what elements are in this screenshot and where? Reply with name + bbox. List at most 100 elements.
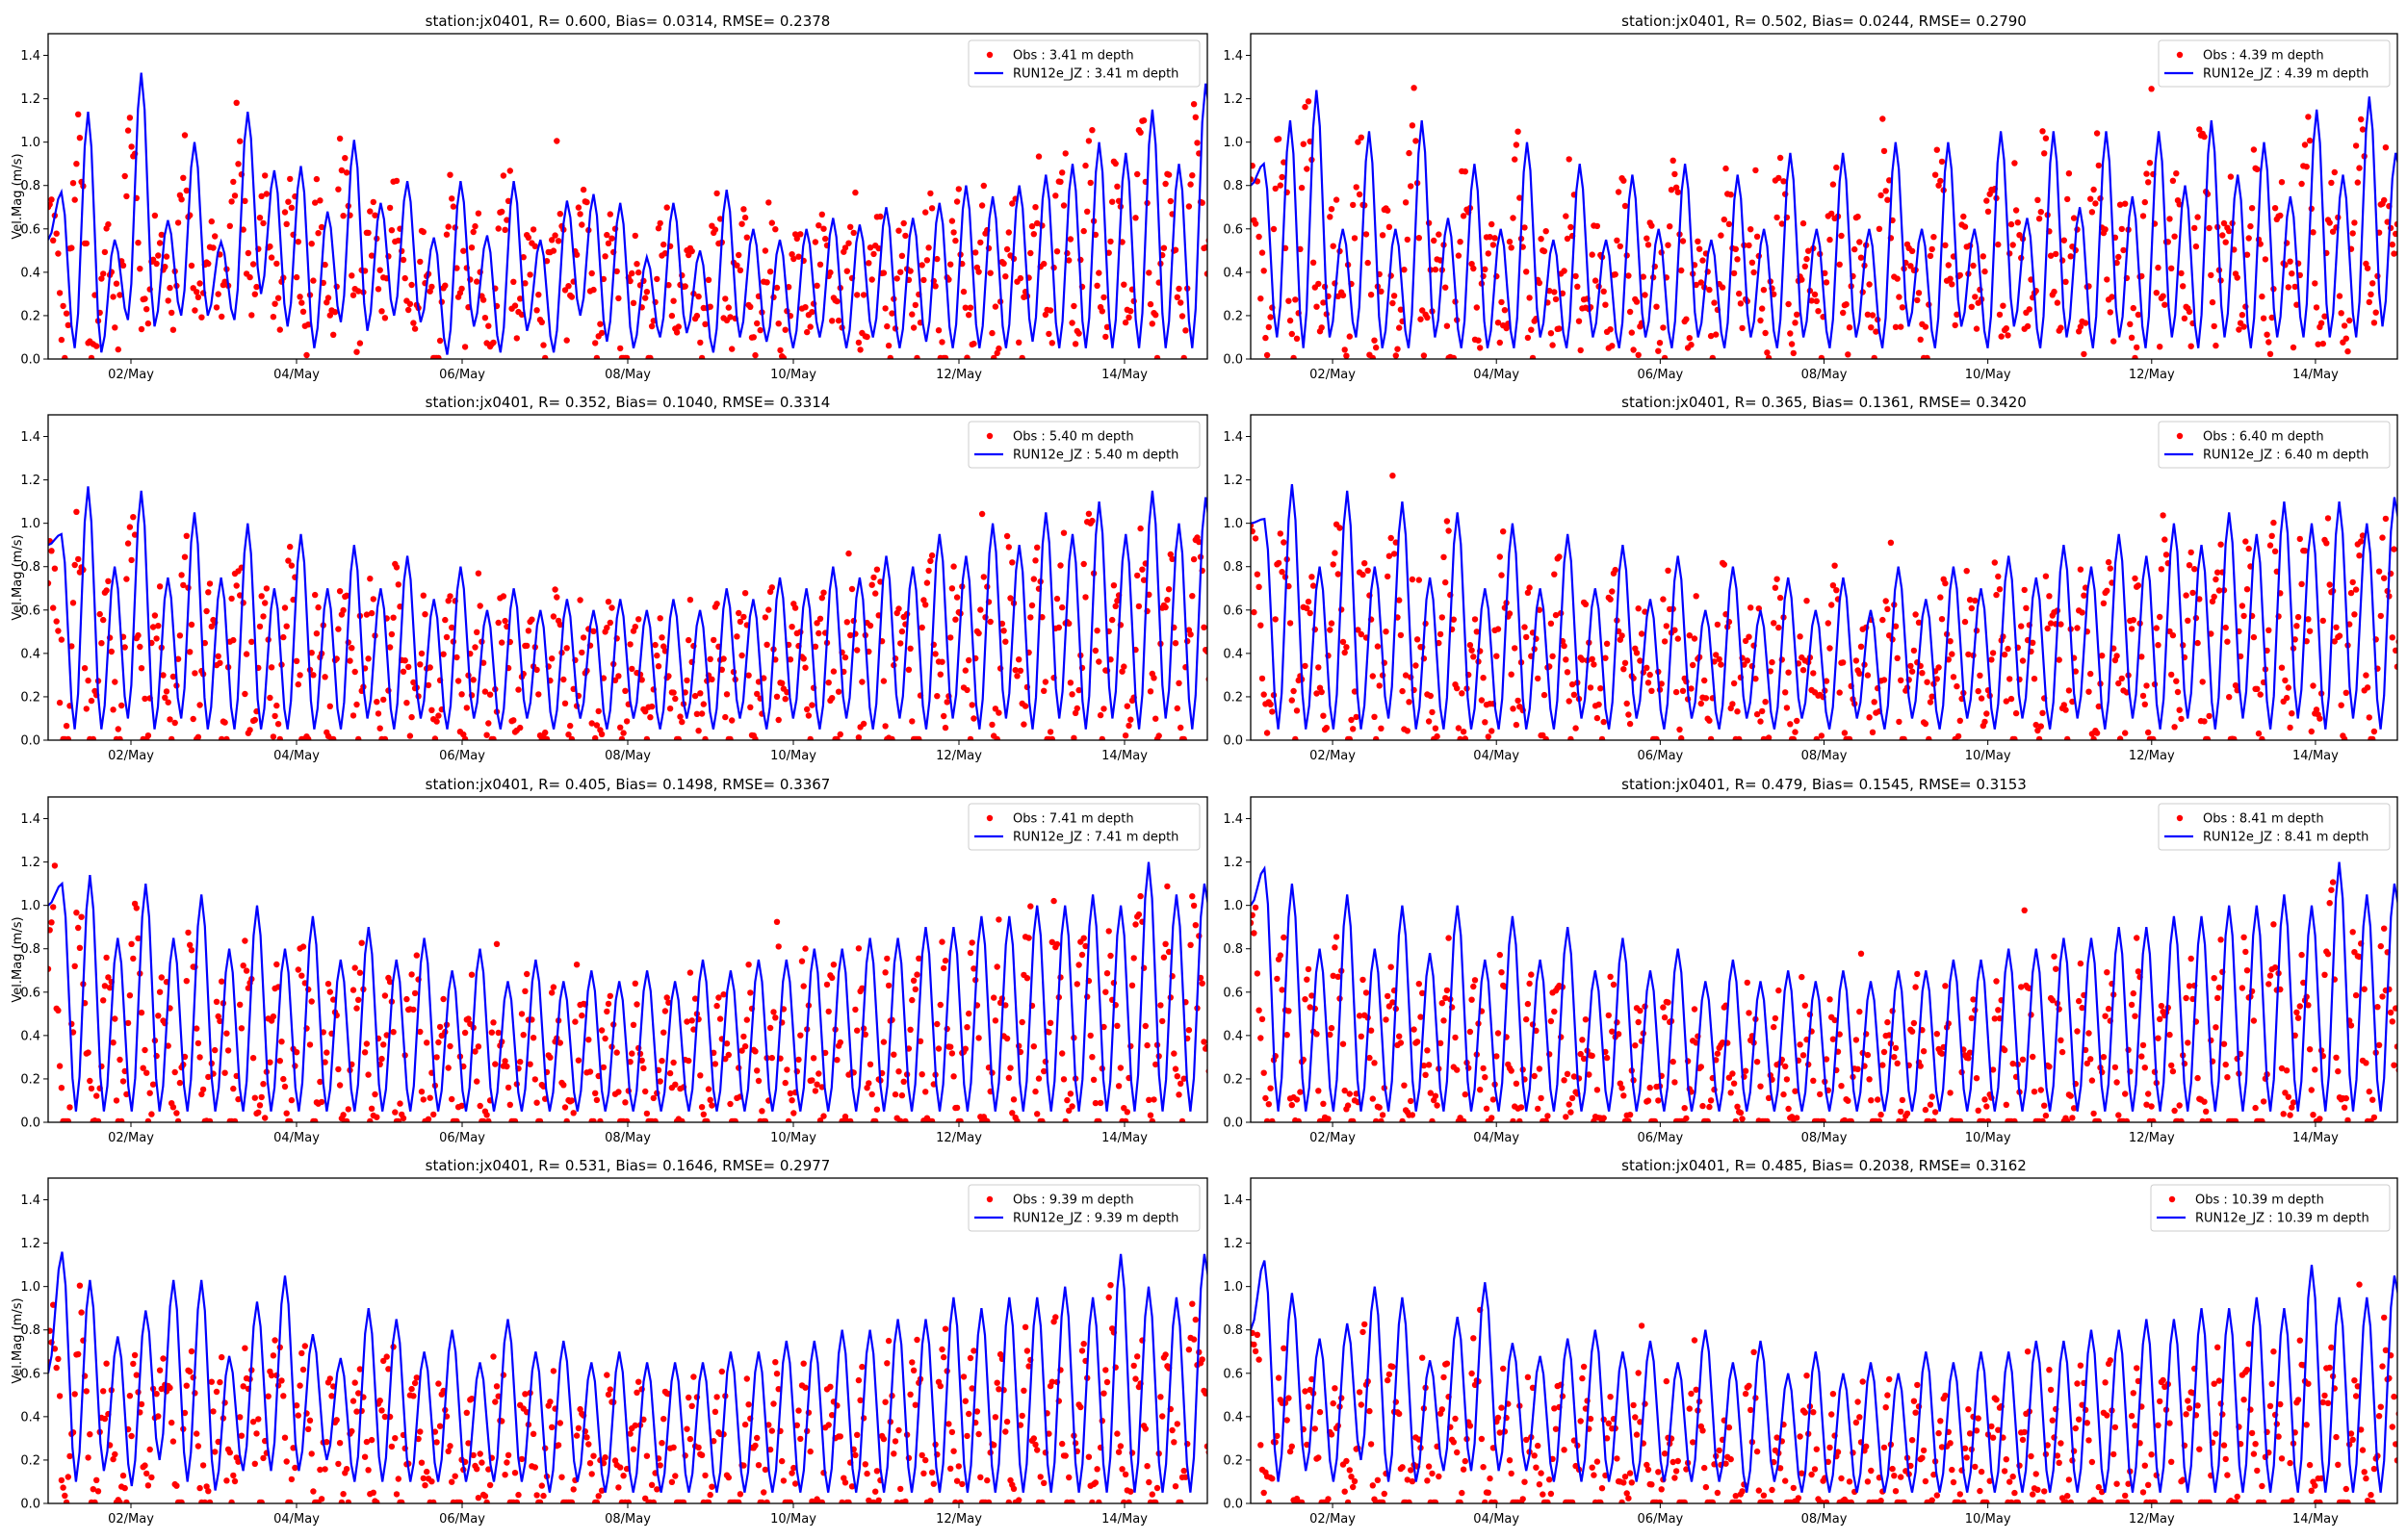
obs-point (245, 985, 252, 991)
obs-point (251, 1460, 258, 1468)
y-tick-label: 0.8 (1223, 560, 1243, 575)
obs-point (2005, 645, 2011, 653)
obs-point (723, 1040, 731, 1047)
obs-point (1614, 237, 1620, 244)
obs-point (445, 598, 452, 604)
obs-point (1346, 735, 1353, 740)
obs-point (892, 1438, 899, 1445)
obs-point (1369, 673, 1377, 680)
obs-point (1297, 1089, 1304, 1095)
obs-point (893, 275, 900, 282)
obs-point (113, 1097, 120, 1104)
obs-point (741, 1042, 749, 1050)
obs-point (100, 270, 107, 277)
obs-point (1017, 667, 1024, 674)
obs-point (149, 624, 157, 630)
obs-point (237, 1414, 244, 1421)
obs-point (1255, 233, 1262, 241)
x-tick-label: 08/May (1801, 749, 1848, 763)
obs-point (1105, 249, 1112, 256)
obs-point (199, 1462, 207, 1469)
obs-point (607, 1386, 613, 1393)
obs-point (1757, 1083, 1764, 1090)
obs-point (740, 613, 747, 621)
obs-point (2338, 310, 2344, 317)
obs-point (1309, 582, 1317, 589)
obs-point (761, 1489, 767, 1496)
obs-point (1887, 539, 1895, 546)
obs-point (506, 167, 513, 174)
obs-point (281, 209, 289, 216)
obs-point (922, 209, 929, 216)
obs-point (868, 1091, 875, 1098)
obs-point (433, 1439, 440, 1446)
obs-point (2046, 1064, 2053, 1070)
obs-point (2181, 315, 2188, 321)
obs-point (820, 225, 827, 232)
obs-point (1697, 700, 1705, 707)
obs-point (363, 611, 371, 618)
obs-point (812, 239, 819, 245)
obs-point (2224, 638, 2231, 645)
obs-point (2169, 631, 2177, 639)
obs-point (493, 940, 501, 947)
obs-point (898, 252, 906, 259)
obs-point (880, 270, 888, 276)
obs-point (697, 339, 704, 346)
obs-point (1564, 669, 1571, 676)
obs-point (902, 1498, 909, 1503)
obs-point (1109, 198, 1116, 205)
obs-point (1924, 679, 1930, 685)
obs-point (2034, 196, 2041, 203)
obs-point (1764, 349, 1771, 356)
obs-point (841, 1479, 849, 1486)
obs-point (1119, 239, 1126, 245)
obs-point (666, 1069, 674, 1077)
legend-obs-marker (986, 432, 994, 440)
obs-point (1207, 1008, 1213, 1014)
obs-point (201, 1499, 208, 1503)
obs-point (1385, 207, 1391, 214)
obs-point (2090, 735, 2097, 740)
obs-point (1434, 1102, 1440, 1109)
obs-point (2087, 670, 2094, 678)
obs-point (395, 581, 401, 588)
obs-point (1067, 236, 1074, 243)
obs-point (1047, 1019, 1054, 1027)
obs-point (1785, 300, 1792, 308)
obs-point (1134, 170, 1141, 178)
obs-point (1442, 994, 1449, 1002)
obs-point (378, 308, 385, 315)
obs-point (2245, 545, 2252, 552)
obs-point (558, 1474, 565, 1480)
obs-point (1759, 305, 1766, 312)
x-tick-label: 14/May (2292, 749, 2339, 763)
obs-point (939, 938, 945, 945)
obs-point (1115, 1083, 1123, 1090)
obs-point (1772, 1014, 1779, 1022)
obs-point (60, 302, 66, 310)
obs-point (747, 704, 754, 710)
obs-point (754, 1067, 761, 1074)
obs-point (698, 354, 706, 359)
obs-point (1931, 1109, 1939, 1116)
obs-point (208, 1378, 215, 1385)
obs-point (1027, 903, 1034, 910)
obs-point (427, 664, 433, 671)
obs-point (1922, 1106, 1929, 1114)
obs-point (647, 354, 654, 359)
obs-point (2110, 338, 2117, 345)
obs-point (2242, 948, 2249, 956)
obs-point (1251, 930, 1257, 937)
obs-point (71, 561, 78, 569)
obs-point (2346, 317, 2353, 324)
obs-point (852, 189, 859, 196)
obs-point (1908, 1028, 1916, 1035)
obs-point (666, 706, 674, 712)
obs-point (2146, 160, 2154, 167)
obs-point (1797, 633, 1803, 640)
obs-point (442, 282, 449, 289)
obs-point (1019, 1018, 1025, 1026)
obs-point (818, 1499, 825, 1503)
obs-point (882, 723, 889, 730)
